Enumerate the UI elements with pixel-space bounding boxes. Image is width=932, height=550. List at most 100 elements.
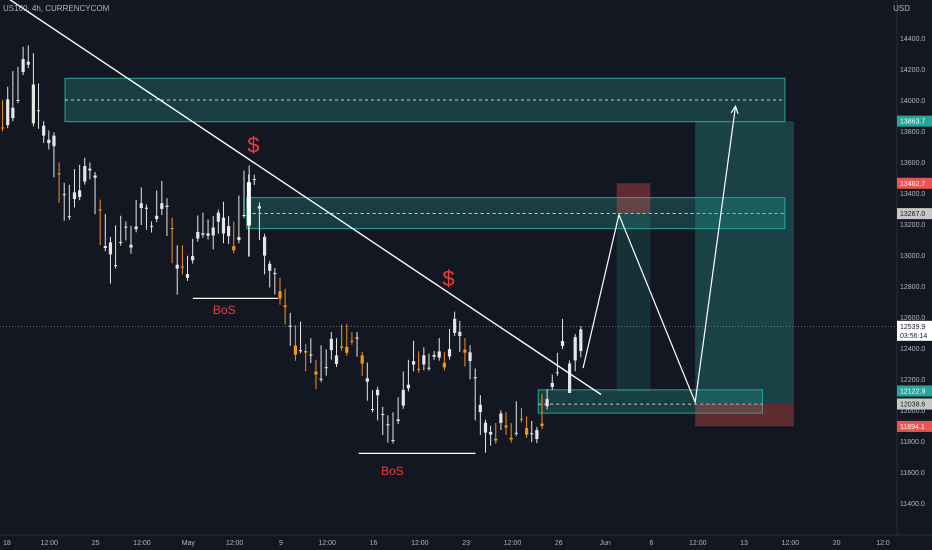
candle [6,99,10,126]
candle [324,367,328,369]
candle [144,207,149,209]
candle [468,352,472,362]
candle [52,135,56,147]
x-tick-label: Jun [599,540,610,547]
candle [293,345,297,355]
candle [175,264,179,269]
price-label-current [897,320,932,341]
price-axis-bg [897,0,932,550]
candle [319,378,323,380]
candle [273,272,277,274]
candle [334,355,339,364]
candle [42,125,46,136]
candle [16,99,20,101]
price-label-stop [897,420,932,432]
x-tick-label: May [182,540,196,547]
price-label-text: 13863.7 [900,119,925,126]
candle [360,355,364,364]
candle [406,384,411,389]
candle [463,349,467,353]
candle [489,432,493,435]
candle [417,368,421,370]
candle [62,194,66,196]
candle [560,341,565,346]
candle [227,226,231,237]
candle [170,228,174,230]
y-tick-label: 12800.0 [900,284,925,291]
candle [540,423,544,426]
candle [550,382,554,387]
candle [26,61,30,65]
candle [499,413,503,423]
candle [579,329,583,352]
candle [67,216,71,218]
dollar-label-top: $ [247,133,259,158]
supply-zone-middle [246,197,786,230]
candle [432,354,436,357]
candle [36,110,41,112]
candle [88,168,92,171]
price-label-text: 12038.6 [900,402,925,409]
short-target-box [616,213,651,392]
candle [283,305,287,308]
countdown-text: 03:56:14 [900,333,927,340]
candle [329,338,333,351]
candle [504,425,508,428]
candle [375,389,380,396]
candle [278,291,282,299]
y-tick-label: 11600.0 [900,470,925,477]
x-tick-label: 18 [3,540,11,547]
long-stop-box [695,404,794,427]
y-tick-label: 13000.0 [900,253,925,260]
price-label-text: 12122.9 [900,388,925,395]
candle [391,440,395,442]
candle [119,241,123,243]
y-tick-label: 13400.0 [900,191,925,198]
symbol-title: US100, 4h, CURRENCYCOM [3,4,110,13]
candle [350,340,354,342]
price-label-text: 11894.1 [900,424,925,431]
candle [411,361,416,365]
y-tick-label: 13800.0 [900,129,925,136]
projection-arrowhead [730,104,739,114]
y-tick-label: 14200.0 [900,67,925,74]
price-label-neutral [897,208,932,220]
x-tick-label: 23 [462,540,470,547]
candle [304,350,308,353]
x-tick-label: 12:00 [133,540,151,547]
short-stop-box [616,183,651,214]
candle [72,192,77,200]
x-tick-label: 12:00 [411,540,429,547]
candle [453,318,457,333]
candle [396,419,400,422]
candle [155,215,159,220]
currency-label: USD [893,4,910,13]
y-tick-label: 13600.0 [900,160,925,167]
x-tick-label: 12:00 [226,540,244,547]
candle [221,217,226,234]
y-tick-label: 12600.0 [900,315,925,322]
candle [124,226,128,228]
demand-zone-lower [537,389,763,414]
candle [31,84,35,124]
candle [149,225,154,227]
candle [98,209,102,211]
price-axis: 11400.0 11600.0 11800.0 12000.0 12200.0 12400… [896,0,932,550]
x-tick-label: 12:00 [318,540,336,547]
candle [196,231,200,239]
candle [201,233,205,235]
candle [165,205,169,207]
candle [365,378,369,382]
price-label-zone [897,115,932,127]
y-tick-label: 14400.0 [900,36,925,43]
candle [447,349,452,357]
candle [0,127,5,129]
y-tick-label: 14000.0 [900,98,925,105]
candle [57,173,61,175]
candle [108,242,113,255]
candle [519,418,524,420]
candle [191,256,195,261]
candle [180,266,184,268]
x-tick-label: 9 [279,540,283,547]
